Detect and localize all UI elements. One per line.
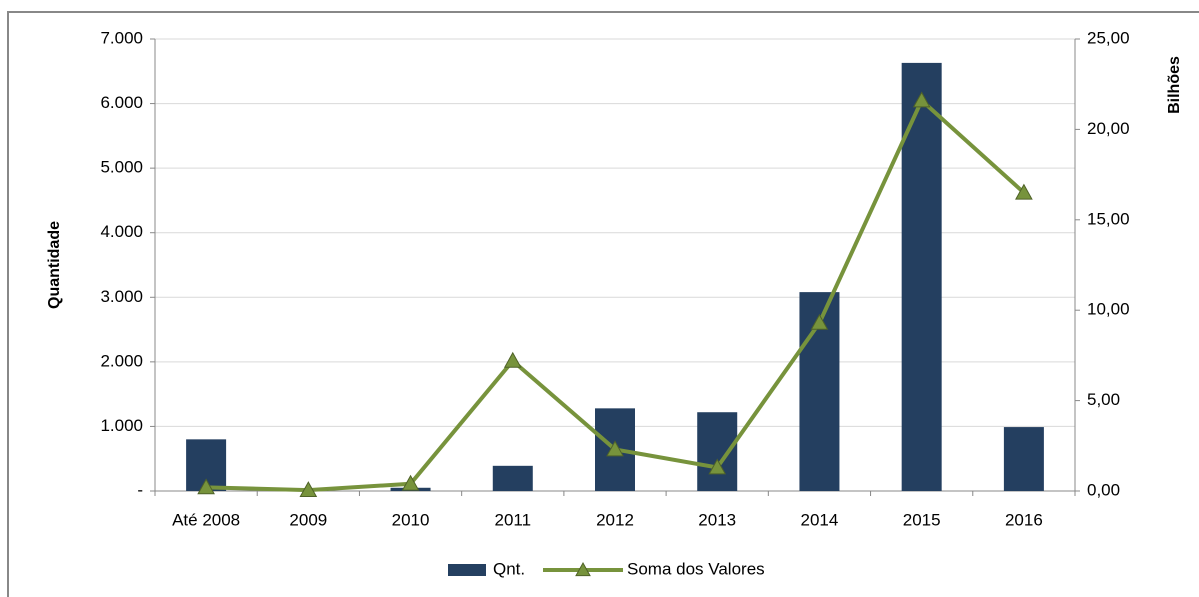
x-tick-label: Até 2008 [172,510,240,529]
y2-tick-label: 15,00 [1087,209,1130,228]
marker [197,478,215,495]
y2-tick-label: 10,00 [1087,300,1130,319]
x-tick-label: 2011 [494,510,531,529]
y-tick-label: 7.000 [100,28,143,47]
marker [1015,183,1033,200]
marker [810,313,829,330]
y2-axis-label: Bilhões [1166,56,1183,114]
x-tick-label: 2015 [903,510,941,529]
x-tick-label: 2010 [392,510,430,529]
marker [912,91,931,108]
marker [606,440,624,457]
y-tick-label: - [137,480,143,499]
x-tick-label: 2009 [289,510,327,529]
y2-tick-label: 25,00 [1087,28,1130,47]
y-tick-label: 4.000 [100,222,143,241]
y-tick-label: 1.000 [100,416,143,435]
chart-frame [7,11,1199,597]
bar [697,412,738,491]
marker [401,474,420,491]
bar [1003,427,1044,491]
x-tick-label: 2014 [801,510,839,529]
marker [299,481,318,497]
x-tick-label: 2016 [1005,510,1043,529]
y-axis-label: Quantidade [46,221,63,309]
y-tick-label: 6.000 [100,93,143,112]
x-tick-label: 2012 [596,510,634,529]
legend-swatch [448,564,486,576]
legend-label: Qnt. [493,559,525,578]
y2-tick-label: 0,00 [1087,480,1120,499]
y-tick-label: 5.000 [100,158,143,177]
y2-tick-label: 5,00 [1087,390,1120,409]
y-tick-label: 3.000 [100,287,143,306]
y-tick-label: 2.000 [100,351,143,370]
legend-marker [575,561,591,577]
legend-label: Soma dos Valores [627,559,765,578]
x-tick-label: 2013 [698,510,736,529]
marker [708,458,727,475]
bar [492,465,533,491]
y2-tick-label: 20,00 [1087,119,1130,138]
marker [503,351,522,368]
